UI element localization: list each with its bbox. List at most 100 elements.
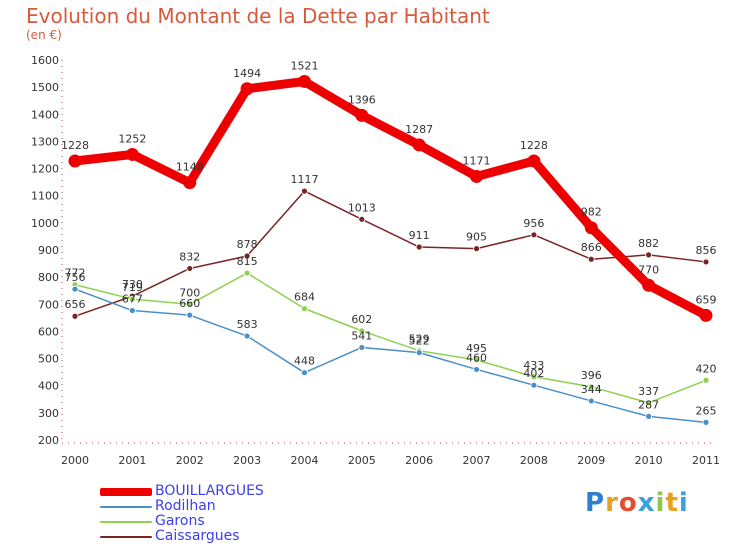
y-tick-label: 1300 <box>31 135 59 148</box>
data-label-caissargues: 730 <box>122 278 143 291</box>
data-label-garons: 602 <box>351 313 372 326</box>
data-label-bouillargues: 1228 <box>520 139 548 152</box>
data-label-rodilhan: 265 <box>696 404 717 417</box>
y-tick-label: 400 <box>38 380 59 393</box>
legend-item-garons: Garons <box>100 514 360 529</box>
x-tick-label: 2007 <box>463 454 491 467</box>
data-label-bouillargues: 1521 <box>290 59 318 72</box>
x-tick-label: 2005 <box>348 454 376 467</box>
data-label-garons: 719 <box>122 281 143 294</box>
legend-label-bouillargues: BOUILLARGUES <box>155 483 264 499</box>
y-tick-label: 800 <box>38 271 59 284</box>
data-label-bouillargues: 1252 <box>118 132 146 145</box>
data-point-bouillargues <box>470 169 484 183</box>
axes: 200 300 400 500 600 700 800 900 1000 1100 1200 1300… <box>31 54 720 467</box>
data-label-bouillargues: 1148 <box>176 161 204 174</box>
data-point-bouillargues <box>125 147 139 161</box>
legend-swatch-rodilhan <box>100 506 152 508</box>
data-point-rodilhan <box>243 332 251 340</box>
data-labels-layer: 656 730 832 878 1117 1013 911 905 956 866 882 856 77… <box>61 59 717 417</box>
x-tick-label: 2003 <box>233 454 261 467</box>
data-point-bouillargues <box>240 82 254 96</box>
data-label-garons: 495 <box>466 342 487 355</box>
data-point-garons <box>702 376 710 384</box>
data-label-bouillargues: 1396 <box>348 93 376 106</box>
x-tick-label: 2004 <box>290 454 318 467</box>
y-tick-label: 1100 <box>31 190 59 203</box>
data-point-caissargues <box>243 252 251 260</box>
y-tick-label: 700 <box>38 298 59 311</box>
data-point-garons <box>358 327 366 335</box>
data-point-garons <box>587 383 595 391</box>
data-point-rodilhan <box>415 349 423 357</box>
data-label-garons: 337 <box>638 385 659 398</box>
data-label-garons: 700 <box>179 286 200 299</box>
x-tick-label: 2011 <box>692 454 720 467</box>
legend-item-bouillargues: BOUILLARGUES <box>100 484 360 499</box>
data-label-caissargues: 882 <box>638 237 659 250</box>
data-label-caissargues: 656 <box>65 298 86 311</box>
data-label-garons: 772 <box>65 267 86 280</box>
data-point-caissargues <box>301 187 308 195</box>
y-tick-label: 300 <box>38 407 59 420</box>
data-label-bouillargues: 659 <box>696 293 717 306</box>
data-label-rodilhan: 460 <box>466 351 487 364</box>
data-point-garons <box>645 399 653 407</box>
data-label-garons: 529 <box>409 333 430 346</box>
data-point-rodilhan <box>702 418 710 426</box>
x-tick-label: 2006 <box>405 454 433 467</box>
data-point-caissargues <box>645 251 653 259</box>
data-point-rodilhan <box>186 311 194 319</box>
y-tick-label: 1200 <box>31 163 59 176</box>
legend-swatch-caissargues <box>100 536 152 538</box>
x-tick-label: 2001 <box>118 454 146 467</box>
data-point-bouillargues <box>584 221 598 235</box>
series-line-caissargues <box>74 190 707 317</box>
data-point-garons <box>473 356 480 364</box>
proxiti-logo: Proxiti <box>585 488 689 518</box>
data-point-caissargues <box>186 265 194 272</box>
data-label-caissargues: 956 <box>523 217 544 230</box>
data-label-caissargues: 905 <box>466 231 487 244</box>
data-point-bouillargues <box>699 308 713 322</box>
data-label-caissargues: 856 <box>696 244 717 257</box>
data-label-bouillargues: 1287 <box>405 123 433 136</box>
data-point-rodilhan <box>128 307 136 314</box>
data-label-rodilhan: 402 <box>523 367 544 380</box>
y-tick-label: 500 <box>38 353 59 366</box>
data-label-caissargues: 911 <box>409 229 430 242</box>
data-label-rodilhan: 541 <box>351 329 372 342</box>
y-tick-label: 200 <box>38 434 59 447</box>
data-point-bouillargues <box>642 278 656 292</box>
data-point-caissargues <box>358 215 366 223</box>
logo-letter: r <box>605 488 619 518</box>
y-tick-label: 1400 <box>31 108 59 121</box>
data-point-rodilhan <box>301 369 308 377</box>
data-label-rodilhan: 522 <box>409 335 430 348</box>
data-label-caissargues: 1117 <box>290 173 318 186</box>
data-label-garons: 420 <box>696 362 717 375</box>
data-point-caissargues <box>587 255 595 263</box>
y-tick-label: 1600 <box>31 54 59 67</box>
data-point-bouillargues <box>412 138 426 152</box>
logo-letter: i <box>678 488 689 518</box>
data-label-rodilhan: 756 <box>65 271 86 284</box>
data-point-rodilhan <box>587 397 595 405</box>
data-point-garons <box>128 295 136 303</box>
series-line-garons <box>74 272 707 404</box>
logo-letter: t <box>665 488 679 518</box>
data-point-bouillargues <box>355 108 369 122</box>
legend-item-rodilhan: Rodilhan <box>100 499 360 514</box>
series-line-rodilhan <box>74 288 707 424</box>
data-point-rodilhan <box>530 381 538 389</box>
legend-item-caissargues: Caissargues <box>100 529 360 544</box>
x-tick-label: 2009 <box>577 454 605 467</box>
x-tick-label: 2002 <box>176 454 204 467</box>
data-point-caissargues <box>71 312 79 320</box>
data-label-rodilhan: 287 <box>638 398 659 411</box>
data-label-rodilhan: 660 <box>179 297 200 310</box>
logo-letter: o <box>618 488 638 518</box>
data-point-rodilhan <box>71 285 79 293</box>
y-tick-label: 900 <box>38 244 59 257</box>
